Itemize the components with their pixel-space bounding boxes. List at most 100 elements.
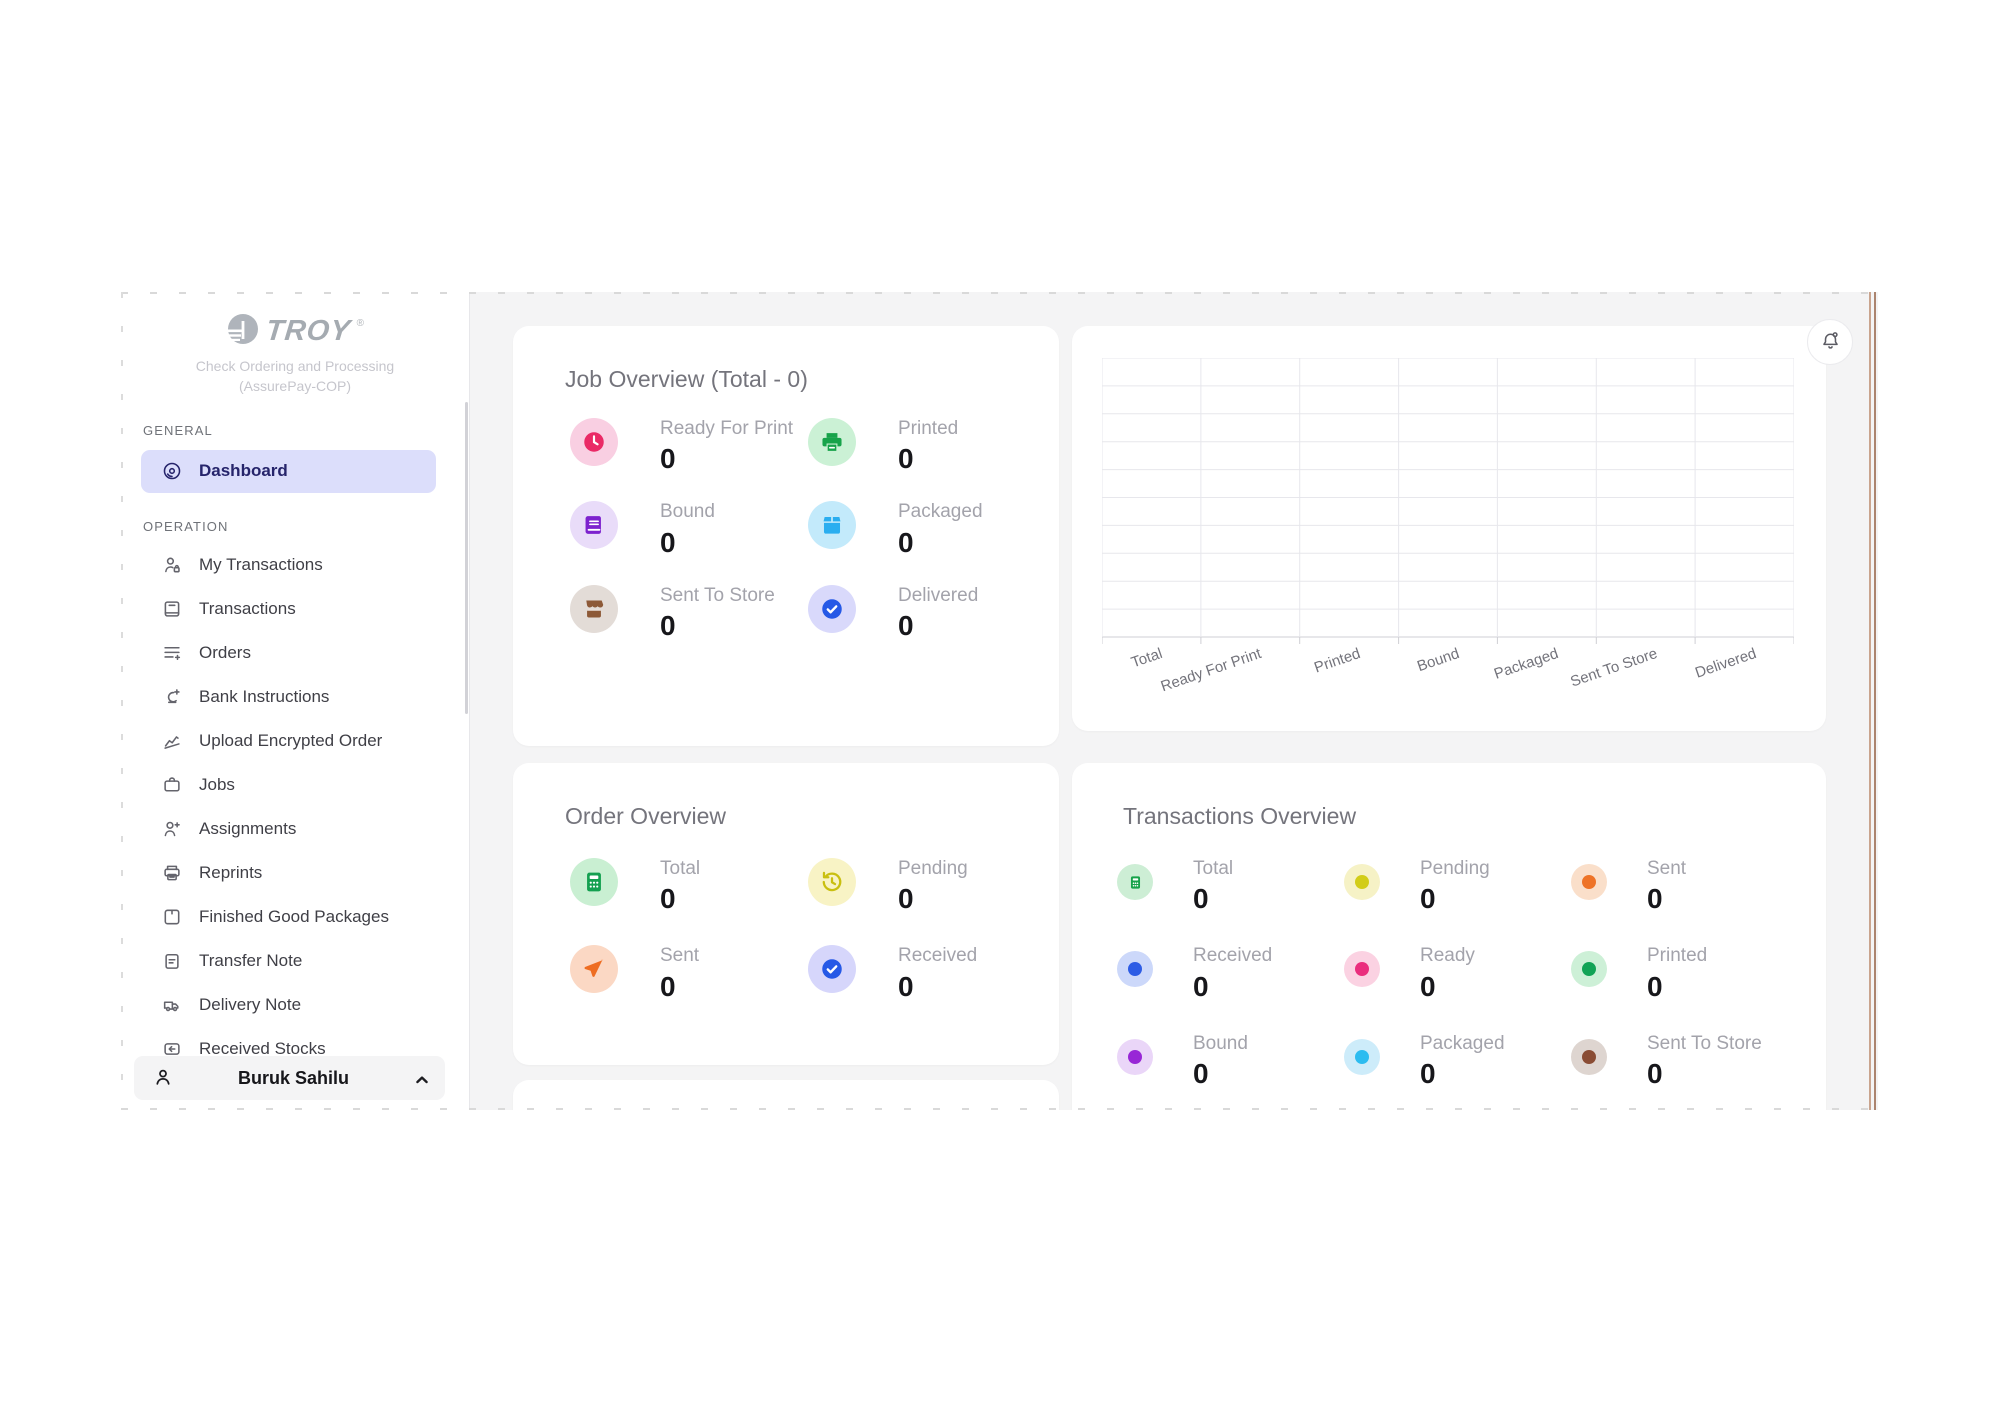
- transaction-stat-total: Total 0: [1117, 858, 1344, 915]
- sidebar-item-transfer-note[interactable]: Transfer Note: [121, 939, 469, 983]
- right-scrollbar-thumb[interactable]: [1874, 292, 1876, 1110]
- sidebar-item-bank-instructions[interactable]: Bank Instructions: [121, 675, 469, 719]
- x-axis-label-bound: Bound: [1414, 645, 1462, 676]
- registered-mark: ®: [356, 318, 364, 329]
- stat-delivered: Delivered 0: [808, 584, 1059, 642]
- sidebar-item-label: Transactions: [199, 598, 296, 618]
- sidebar-item-assignments[interactable]: Assignments: [121, 807, 469, 851]
- notebook-icon: [161, 598, 183, 620]
- user-menu[interactable]: Buruk Sahilu: [134, 1056, 445, 1100]
- stat-value: 0: [1420, 970, 1436, 1002]
- stat-label: Bound: [1193, 1032, 1248, 1054]
- truck-icon: [161, 994, 183, 1016]
- x-axis-label-total: Total: [1129, 645, 1165, 672]
- stat-label: Bound: [660, 501, 715, 523]
- user-name: Buruk Sahilu: [237, 1067, 349, 1088]
- sidebar-item-label: Dashboard: [199, 461, 288, 481]
- dot-icon: [1571, 1038, 1607, 1075]
- check-circle-icon: [808, 945, 856, 994]
- sidebar-item-transactions[interactable]: Transactions: [121, 587, 469, 631]
- stat-label: Sent: [1647, 858, 1687, 879]
- stat-value: 0: [1193, 970, 1209, 1002]
- left-column: Job Overview (Total - 0) Ready For Print…: [513, 326, 1059, 1110]
- transactions-overview-card: Transactions Overview Total 0 Pending 0 …: [1072, 763, 1826, 1110]
- dashboard-icon: [161, 460, 183, 482]
- stat-value: 0: [1647, 1058, 1663, 1090]
- x-axis-label-delivered: Delivered: [1692, 645, 1759, 682]
- stat-label: Packaged: [898, 501, 983, 523]
- order-overview-title: Order Overview: [565, 803, 727, 829]
- x-axis-label-sent-to-store: Sent To Store: [1568, 645, 1660, 691]
- sidebar-item-reprints[interactable]: Reprints: [121, 851, 469, 895]
- sidebar-item-received-stocks[interactable]: Received Stocks: [121, 1027, 469, 1071]
- stat-value: 0: [898, 443, 914, 475]
- stat-value: 0: [1420, 1058, 1436, 1090]
- dot-icon: [1344, 1038, 1380, 1075]
- sidebar-item-label: Upload Encrypted Order: [199, 730, 383, 750]
- calculator-icon: [570, 858, 618, 906]
- stat-label: Packaged: [1420, 1032, 1505, 1054]
- dot-icon: [1344, 864, 1380, 900]
- stat-label: Received: [1193, 945, 1273, 967]
- sidebar-item-upload-encrypted-order[interactable]: Upload Encrypted Order: [121, 719, 469, 763]
- notifications-button[interactable]: [1807, 319, 1853, 365]
- sidebar-item-dashboard[interactable]: Dashboard: [141, 449, 436, 493]
- book-icon: [570, 501, 618, 550]
- sidebar-item-label: Jobs: [199, 774, 235, 794]
- box-icon: [808, 501, 856, 550]
- order-overview-card: Order Overview Total 0 Pending 0 Sent 0 …: [513, 763, 1059, 1065]
- chart-plot-area: [1101, 357, 1795, 644]
- sidebar: TROY ® Check Ordering and Processing (As…: [121, 292, 470, 1110]
- person-plus-icon: [161, 818, 183, 840]
- sidebar-item-label: Assignments: [199, 818, 297, 838]
- dot-icon: [1117, 951, 1153, 988]
- signature-icon: [161, 730, 183, 752]
- stat-value: 0: [660, 610, 676, 642]
- sidebar-scrollbar[interactable]: [465, 402, 468, 714]
- sidebar-item-orders[interactable]: Orders: [121, 631, 469, 675]
- sidebar-item-jobs[interactable]: Jobs: [121, 763, 469, 807]
- stat-value: 0: [898, 610, 914, 642]
- stat-printed: Printed 0: [808, 418, 1059, 475]
- dot-icon: [1571, 864, 1607, 900]
- stat-label: Total: [660, 858, 701, 879]
- app-window: TROY ® Check Ordering and Processing (As…: [121, 292, 1878, 1110]
- bell-icon: [1819, 329, 1842, 355]
- stat-label: Printed: [1647, 945, 1708, 967]
- check-circle-icon: [808, 584, 856, 633]
- stat-value: 0: [898, 883, 914, 915]
- sidebar-item-finished-good-packages[interactable]: Finished Good Packages: [121, 895, 469, 939]
- stat-sent: Sent 0: [570, 945, 808, 1002]
- sidebar-item-my-transactions[interactable]: My Transactions: [121, 543, 469, 587]
- transaction-stat-bound: Bound 0: [1117, 1033, 1344, 1090]
- dot-icon: [1117, 1038, 1153, 1075]
- package-icon: [161, 906, 183, 928]
- sidebar-item-label: Received Stocks: [199, 1038, 326, 1058]
- stat-label: Printed: [898, 418, 959, 439]
- store-icon: [570, 584, 618, 633]
- stat-value: 0: [1193, 1058, 1209, 1090]
- sidebar-item-delivery-note[interactable]: Delivery Note: [121, 983, 469, 1027]
- right-scrollbar-track: [1869, 292, 1871, 1110]
- sidebar-item-label: Reprints: [199, 862, 263, 882]
- briefcase-icon: [161, 774, 183, 796]
- app-subtitle-line2: (AssurePay-COP): [238, 378, 352, 395]
- app-subtitle-line1: Check Ordering and Processing: [195, 358, 395, 374]
- stat-received: Received 0: [808, 945, 1059, 1002]
- transaction-stat-sent: Sent 0: [1571, 858, 1798, 915]
- transactions-overview-title: Transactions Overview: [1123, 803, 1357, 829]
- stat-label: Sent To Store: [1647, 1032, 1762, 1054]
- bank-plus-icon: [161, 686, 183, 708]
- stat-label: Delivered: [898, 584, 979, 606]
- stat-packaged: Packaged 0: [808, 501, 1059, 558]
- sidebar-item-label: My Transactions: [199, 554, 323, 574]
- stat-label: Pending: [1420, 858, 1490, 879]
- job-status-chart-card: Total Ready For Print Printed Bound Packaged…: [1072, 326, 1826, 731]
- transaction-stat-sent-to-store: Sent To Store 0: [1571, 1033, 1798, 1090]
- stat-sent-to-store: Sent To Store 0: [570, 584, 808, 642]
- sidebar-item-label: Finished Good Packages: [199, 906, 389, 926]
- chevron-up-icon: [411, 1069, 429, 1087]
- stat-label: Ready: [1420, 945, 1475, 967]
- brand-name: TROY: [264, 315, 353, 347]
- chart-x-axis-labels: Total Ready For Print Printed Bound Packaged…: [1102, 645, 1794, 705]
